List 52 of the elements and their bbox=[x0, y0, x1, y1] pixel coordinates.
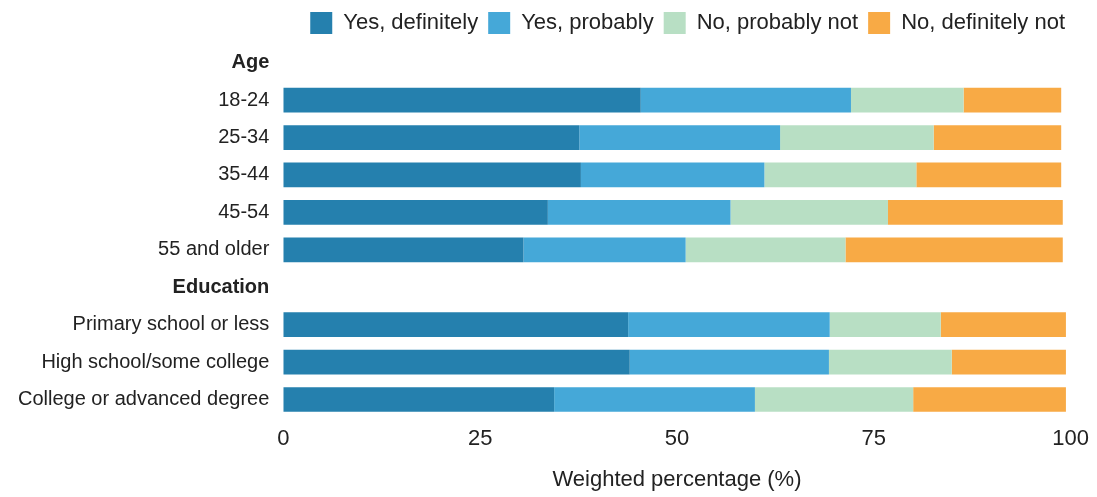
x-tick-label: 75 bbox=[861, 425, 887, 451]
bar bbox=[283, 200, 548, 225]
bar bbox=[283, 162, 581, 188]
y-tick-label: College or advanced degree bbox=[17, 387, 270, 410]
bar bbox=[913, 387, 1066, 412]
bar bbox=[523, 237, 686, 263]
bar bbox=[933, 125, 1062, 150]
bar bbox=[554, 387, 755, 412]
bar bbox=[828, 349, 952, 375]
bar bbox=[283, 87, 641, 113]
x-tick-label: 50 bbox=[664, 425, 690, 451]
bar bbox=[850, 87, 964, 113]
bar bbox=[754, 387, 914, 412]
bar bbox=[628, 312, 830, 337]
legend-label: No, definitely not bbox=[901, 9, 1065, 35]
y-tick-label: 45-54 bbox=[218, 199, 270, 222]
bar bbox=[764, 162, 917, 188]
bar bbox=[963, 87, 1062, 113]
x-tick-label: 25 bbox=[467, 425, 493, 451]
bar bbox=[640, 87, 851, 113]
bar bbox=[283, 237, 524, 263]
bar bbox=[780, 125, 934, 150]
x-tick-label: 100 bbox=[1052, 425, 1090, 451]
legend-label: Yes, probably bbox=[521, 9, 654, 35]
x-tick-label: 0 bbox=[277, 425, 290, 451]
y-tick-label: High school/some college bbox=[41, 349, 270, 372]
y-tick-label: 25-34 bbox=[218, 125, 270, 148]
legend-label: No, probably not bbox=[696, 9, 859, 35]
legend-label: Yes, definitely bbox=[343, 9, 479, 35]
y-tick-label: 35-44 bbox=[218, 162, 270, 185]
bar bbox=[283, 387, 555, 412]
bar bbox=[916, 162, 1062, 188]
bar bbox=[629, 349, 829, 375]
x-axis-title: Weighted percentage (%) bbox=[552, 465, 802, 491]
bar bbox=[579, 125, 781, 150]
bar bbox=[845, 237, 1063, 263]
bar bbox=[887, 200, 1063, 225]
bar bbox=[730, 200, 888, 225]
y-tick-label: 18-24 bbox=[218, 87, 270, 110]
y-tick-label: Education bbox=[172, 274, 270, 297]
bar bbox=[685, 237, 846, 263]
bar bbox=[951, 349, 1066, 375]
bar bbox=[940, 312, 1066, 337]
y-tick-label: Primary school or less bbox=[72, 312, 270, 335]
y-tick-label: 55 and older bbox=[158, 237, 270, 260]
y-tick-label: Age bbox=[231, 50, 270, 73]
bar bbox=[829, 312, 941, 337]
bar bbox=[283, 125, 580, 150]
bar bbox=[283, 349, 630, 375]
bar bbox=[547, 200, 731, 225]
bar bbox=[580, 162, 765, 188]
bar bbox=[283, 312, 629, 337]
